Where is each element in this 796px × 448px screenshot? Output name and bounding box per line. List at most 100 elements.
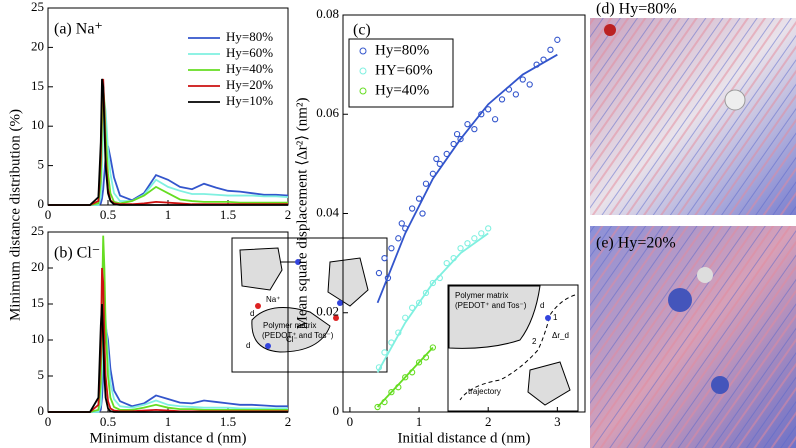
y-tick-label: 5 <box>38 157 45 172</box>
data-point <box>464 240 471 247</box>
matrix-blob <box>251 307 331 353</box>
chart-title: (c) <box>353 22 371 39</box>
x-tick-label: 0.5 <box>100 207 116 222</box>
legend-marker <box>359 87 367 95</box>
legend-label: Hy=40% <box>226 61 273 76</box>
anion-marker <box>337 300 343 306</box>
y-tick-label: 20 <box>31 38 44 53</box>
legend-marker <box>359 47 367 55</box>
chart-title: (b) Cl⁻ <box>54 245 100 262</box>
data-point <box>429 344 437 351</box>
legend-label: Hy=80% <box>226 29 273 44</box>
x-tick-label: 2 <box>285 207 292 222</box>
x-tick-label: 2 <box>485 414 492 429</box>
fit-line <box>376 346 434 408</box>
y-tick-label: 10 <box>31 117 44 132</box>
legend-label: Hy=20% <box>226 77 273 92</box>
y-axis-label: Minimum distance distribution (%) <box>7 109 23 321</box>
data-point <box>388 245 395 252</box>
data-point <box>526 81 533 88</box>
polymer-strands <box>590 18 796 215</box>
image-e: (e) Hy=20% <box>590 226 796 448</box>
y-tick-label: 25 <box>31 0 44 14</box>
data-line <box>48 303 288 413</box>
y-tick-label: 20 <box>31 259 44 274</box>
y-tick-label: 0.04 <box>316 204 339 219</box>
legend: Hy=80% HY=60% Hy=40% <box>348 38 454 108</box>
data-point <box>478 230 485 237</box>
x-tick-label: 0 <box>45 414 52 429</box>
data-point <box>485 106 492 113</box>
y-tick-label: 10 <box>31 331 44 346</box>
inset-c: Polymer matrix (PEDOT⁺ and Tos⁻) d 1 2 Δ… <box>447 284 579 412</box>
matrix-blob <box>448 285 541 349</box>
x-tick-label: 1 <box>416 414 423 429</box>
data-point <box>491 116 499 123</box>
data-point <box>402 374 409 381</box>
fit-line <box>376 53 558 304</box>
data-point <box>433 155 440 163</box>
data-point <box>453 130 461 138</box>
inset-text: d <box>246 341 250 350</box>
y-tick-label: 25 <box>31 223 44 238</box>
y-axis-label: Mean square displacement ⟨Δr²⟩ (nm²) <box>294 98 310 330</box>
data-point <box>547 46 554 53</box>
image-label: (d) Hy=80% <box>596 1 677 18</box>
y-tick-label: 15 <box>31 295 44 310</box>
inset-text: d <box>250 309 254 318</box>
ion <box>711 376 729 394</box>
data-point <box>398 220 405 227</box>
data-point <box>422 289 430 297</box>
fit-line <box>376 232 489 373</box>
legend-label: HY=60% <box>375 62 433 78</box>
inset-text: (PEDOT⁺ and Tos⁻) <box>262 331 334 340</box>
ion-marker <box>545 315 551 321</box>
inset-text: d <box>540 301 544 310</box>
data-point <box>443 259 450 267</box>
data-point <box>457 135 464 143</box>
inset-text: 1 <box>553 313 558 322</box>
inset-b: Na⁺ d Polymer matrix (PEDOT⁺ and Tos⁻) d… <box>231 237 388 373</box>
data-point <box>498 96 506 103</box>
image-d: (d) Hy=80% <box>590 1 796 215</box>
x-tick-label: 0 <box>347 414 354 429</box>
data-point <box>554 36 561 43</box>
data-point <box>422 180 430 187</box>
anion-marker <box>265 343 271 349</box>
matrix-blob <box>239 247 283 291</box>
matrix-blob <box>327 257 369 307</box>
data-point <box>381 255 388 262</box>
data-point <box>419 210 426 217</box>
data-point <box>464 121 471 128</box>
legend-label: Hy=80% <box>375 42 429 58</box>
x-tick-label: 3 <box>554 414 561 429</box>
x-tick-label: 1 <box>165 207 172 222</box>
y-tick-label: 0.06 <box>316 105 339 120</box>
image-label: (e) Hy=20% <box>596 235 676 252</box>
chart-title: (a) Na⁺ <box>54 21 103 38</box>
chart-panel: 0 1 2 3 0 0.02 0.04 0.06 0.08 (c) Initial distance… <box>294 6 586 446</box>
matrix-blob <box>527 361 571 406</box>
data-point <box>381 349 388 356</box>
x-axis-label: Minimum distance d (nm) <box>89 430 246 446</box>
data-point <box>415 195 423 202</box>
x-tick-label: 0.5 <box>100 414 116 429</box>
inset-text: Polymer matrix <box>455 291 508 300</box>
inset-text: trajectory <box>468 387 501 396</box>
legend-label: Hy=10% <box>226 93 273 108</box>
cation-marker <box>333 315 339 321</box>
data-point <box>429 279 437 287</box>
x-tick-label: 1.5 <box>220 207 236 222</box>
inset-text: Polymer matrix <box>263 321 316 330</box>
data-point <box>471 235 478 242</box>
data-point <box>395 235 402 242</box>
y-tick-label: 0 <box>333 403 340 418</box>
x-tick-label: 1 <box>165 414 172 429</box>
data-point <box>485 225 492 232</box>
legend-label: Hy=40% <box>375 82 429 98</box>
x-tick-label: 2 <box>285 414 292 429</box>
y-tick-label: 0 <box>38 196 45 211</box>
y-tick-label: 5 <box>38 367 45 382</box>
data-line <box>48 145 289 206</box>
